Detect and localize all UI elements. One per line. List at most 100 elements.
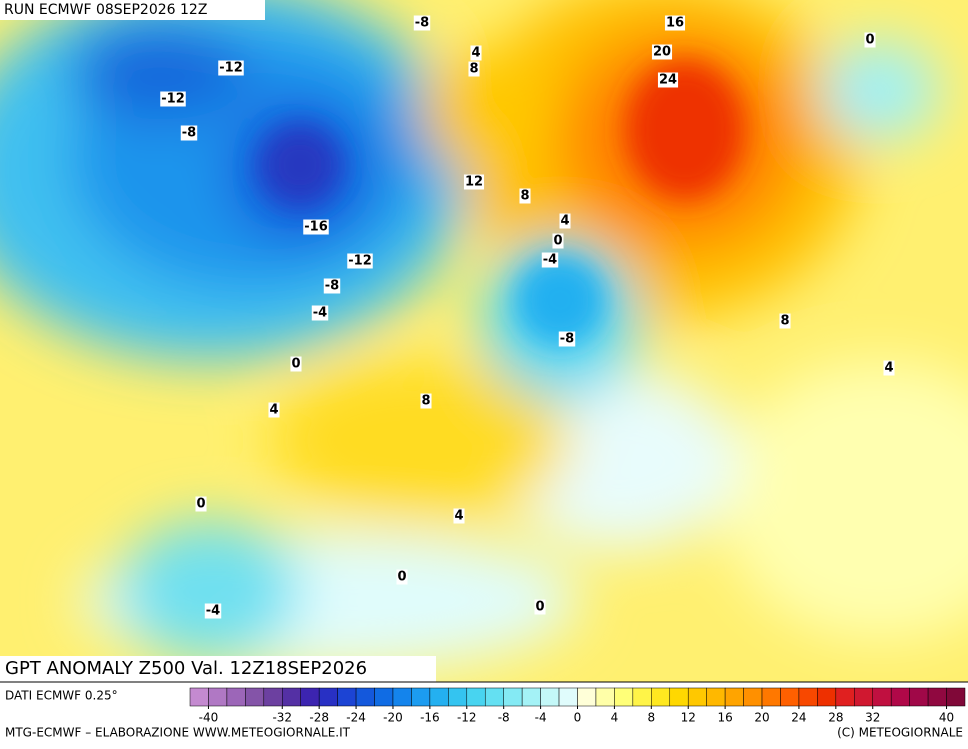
contour-label-box (311, 305, 329, 321)
colorbar-tick-label: -16 (420, 711, 440, 725)
colorbar-tick-label: 20 (754, 711, 769, 725)
colorbar-tick-label: 0 (574, 711, 582, 725)
contour-label: 0 (553, 234, 562, 249)
colorbar-tick-label: -24 (346, 711, 366, 725)
contour-label-box (552, 233, 564, 249)
colorbar-swatch (429, 687, 449, 707)
contour-label: 8 (520, 189, 529, 204)
title-box (0, 656, 436, 682)
contour-label-box (290, 356, 302, 372)
colorbar-swatch (318, 687, 338, 707)
colorbar-swatch (669, 687, 689, 707)
colorbar-swatch (798, 687, 818, 707)
run-box (0, 0, 265, 20)
colorbar-swatch (263, 687, 283, 707)
colorbar-swatch (540, 687, 560, 707)
contour-label-box (413, 15, 431, 31)
contour-label: 8 (421, 394, 430, 409)
colorbar-swatch (927, 687, 947, 707)
contour-label: 8 (780, 314, 789, 329)
contour-label: 0 (196, 497, 205, 512)
contour-label: -12 (161, 92, 185, 107)
contour-label-box (463, 174, 485, 190)
colorbar-tick-label: -20 (383, 711, 403, 725)
contour-label-box (864, 32, 876, 48)
colorbar-swatch (706, 687, 726, 707)
colorbar-tick-label: 40 (939, 711, 954, 725)
colorbar-swatch (521, 687, 541, 707)
contour-label: -12 (348, 254, 372, 269)
colorbar-swatch (392, 687, 412, 707)
colorbar-swatch (761, 687, 781, 707)
contour-label-box (558, 331, 576, 347)
colorbar-swatch (946, 687, 966, 707)
colorbar-swatch (743, 687, 763, 707)
contour-label-box (470, 45, 482, 61)
contour-label-box (323, 278, 341, 294)
contour-label-box (180, 125, 198, 141)
colorbar-swatch (835, 687, 855, 707)
colorbar-swatch (780, 687, 800, 707)
contour-label: 8 (469, 62, 478, 77)
colorbar-tick-label: 4 (611, 711, 619, 725)
contour-label-box (883, 360, 895, 376)
contour-label: 4 (884, 361, 893, 376)
contour-label-box (160, 91, 186, 107)
colorbar-swatch (872, 687, 892, 707)
contour-label-box (541, 252, 559, 268)
colorbar-tick-label: -12 (457, 711, 477, 725)
colorbar-swatch (411, 687, 431, 707)
contour-label-box (657, 72, 679, 88)
colorbar-swatch (909, 687, 929, 707)
colorbar-swatch (245, 687, 265, 707)
colorbar-swatch (651, 687, 671, 707)
contour-label-box (779, 313, 791, 329)
contour-label-box (664, 15, 686, 31)
map-title: GPT ANOMALY Z500 Val. 12Z18SEP2026 (5, 658, 367, 679)
colorbar-swatch (503, 687, 523, 707)
colorbar-swatch (466, 687, 486, 707)
contour-label-box (534, 599, 546, 615)
contour-label-box (268, 402, 280, 418)
colorbar-tick-label: 28 (828, 711, 843, 725)
contour-label-box (559, 213, 571, 229)
run-label: RUN ECMWF 08SEP2026 12Z (4, 2, 207, 18)
contour-label: 4 (560, 214, 569, 229)
contour-label-box (218, 60, 244, 76)
colorbar-tick-label: 16 (717, 711, 732, 725)
contour-labels: -8 160482024-12-12-812840-4-16-12-8-4-884… (160, 15, 895, 619)
colorbar-tick-label: 24 (791, 711, 806, 725)
colorbar-tick-label: -8 (498, 711, 510, 725)
map-field (0, 0, 968, 682)
colorbar-swatch (189, 687, 209, 707)
colorbar-swatch (817, 687, 837, 707)
contour-label: -8 (182, 126, 196, 141)
contour-label: -12 (219, 61, 243, 76)
colorbar-tick-label: 12 (681, 711, 696, 725)
colorbar-swatch (226, 687, 246, 707)
colorbar-swatch (577, 687, 597, 707)
contour-label: 0 (865, 33, 874, 48)
contour-label-box (396, 569, 408, 585)
contour-label: 0 (535, 600, 544, 615)
contour-label-box (420, 393, 432, 409)
colorbar-tick-label: 32 (865, 711, 880, 725)
colorbar-swatch (595, 687, 615, 707)
contour-label-box (303, 219, 329, 235)
contour-label: 16 (666, 16, 684, 31)
colorbar: -40 -32 -28 -24 -20 -16 -12 -8 -4 0 4 8 12 16 20 24 28 32… (189, 687, 966, 725)
contour-label: -8 (325, 279, 339, 294)
colorbar-tick-label: -4 (535, 711, 547, 725)
contour-label: 24 (659, 73, 677, 88)
colorbar-swatch (448, 687, 468, 707)
colorbar-swatch (282, 687, 301, 707)
contour-label-box (195, 496, 207, 512)
contour-label-box (347, 253, 373, 269)
colorbar-tick-label: -40 (199, 711, 219, 725)
colorbar-swatch (337, 687, 357, 707)
colorbar-swatch (632, 687, 652, 707)
contour-label-box (204, 603, 222, 619)
contour-label-box (519, 188, 531, 204)
contour-label: 4 (471, 46, 480, 61)
